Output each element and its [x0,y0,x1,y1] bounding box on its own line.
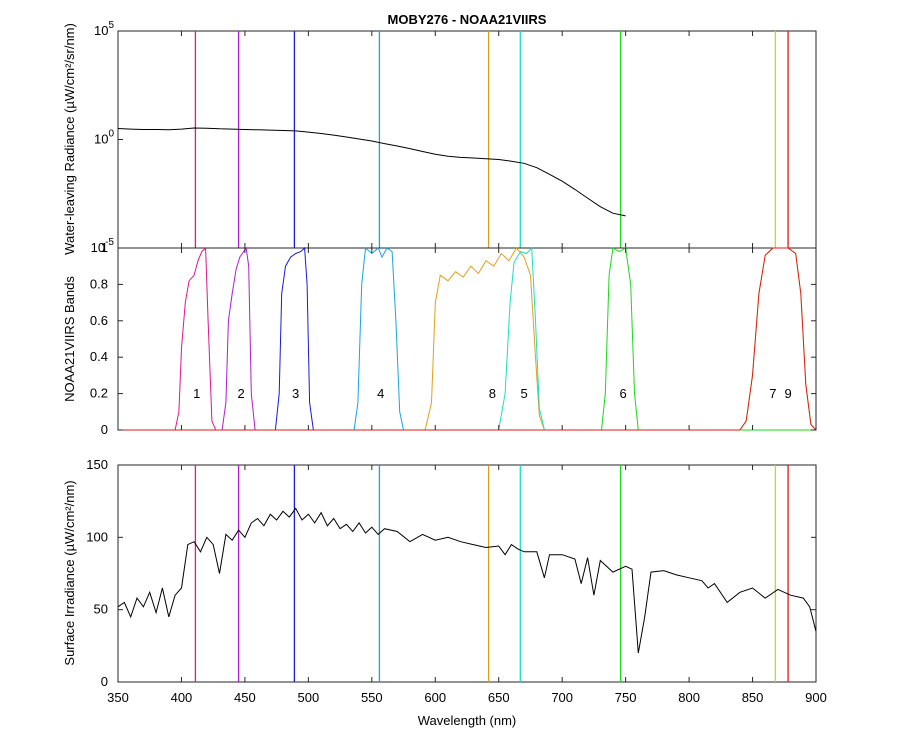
bottom-y-tick-label-0: 0 [101,674,108,689]
x-tick-label-700: 700 [551,690,573,705]
band-label-3: 3 [292,386,299,401]
band-label-8: 8 [489,386,496,401]
middle-y-tick-label-5: 1 [101,240,108,255]
middle-series-3 [118,246,816,431]
middle-series-5 [118,246,816,431]
band-label-2: 2 [237,386,244,401]
top-y-axis-title: Water-leaving Radiance (µW/cm²/sr/nm) [62,23,77,255]
middle-y-tick-label-3: 0.6 [90,313,108,328]
bottom-series-0 [117,507,817,654]
x-tick-label-450: 450 [234,690,256,705]
top-y-tick-label-2: 105 [94,20,114,38]
band-label-4: 4 [377,386,384,401]
middle-y-tick-label-0: 0 [101,422,108,437]
x-tick-label-850: 850 [742,690,764,705]
bottom-y-tick-label-2: 100 [86,529,108,544]
bottom-y-axis-title: Surface Irradiance (µW/cm²/nm) [62,480,77,665]
x-axis-title: Wavelength (nm) [418,713,517,728]
bottom-y-tick-label-1: 50 [94,602,108,617]
bottom-axes-box [117,464,817,683]
bottom-y-tick-label-3: 150 [86,457,108,472]
top-y-tick-label-0: 10-5 [91,237,115,255]
middle-series-9 [118,247,817,431]
x-tick-label-900: 900 [805,690,827,705]
middle-series-6 [118,247,816,431]
middle-series-8 [118,247,816,431]
x-tick-label-600: 600 [424,690,446,705]
middle-series-2 [118,246,816,431]
x-tick-label-400: 400 [171,690,193,705]
band-label-1: 1 [193,386,200,401]
band-label-6: 6 [619,386,626,401]
x-tick-label-650: 650 [488,690,510,705]
x-tick-label-750: 750 [615,690,637,705]
band-label-9: 9 [784,386,791,401]
middle-y-tick-label-1: 0.2 [90,386,108,401]
bottom-panel: 0 50 100 150 350 400 450 500 550 600 650 700 750 800 8… [86,457,827,705]
middle-y-tick-label-4: 0.8 [90,276,108,291]
middle-series-1 [118,246,816,431]
middle-panel: 0 0.2 0.4 0.6 0.8 1 1 2 3 4 8 5 6 7 9 [90,240,817,437]
band-label-5: 5 [520,386,527,401]
top-series-0 [117,127,626,217]
x-tick-label-550: 550 [361,690,383,705]
x-tick-label-350: 350 [107,690,129,705]
middle-y-tick-label-2: 0.4 [90,349,108,364]
x-tick-label-800: 800 [678,690,700,705]
band-label-7: 7 [769,386,776,401]
chart-title: MOBY276 - NOAA21VIIRS [388,12,547,27]
middle-series-4 [118,246,816,431]
x-tick-label-500: 500 [298,690,320,705]
middle-y-axis-title: NOAA21VIIRS Bands [62,276,77,402]
top-y-tick-label-1: 100 [94,129,114,147]
